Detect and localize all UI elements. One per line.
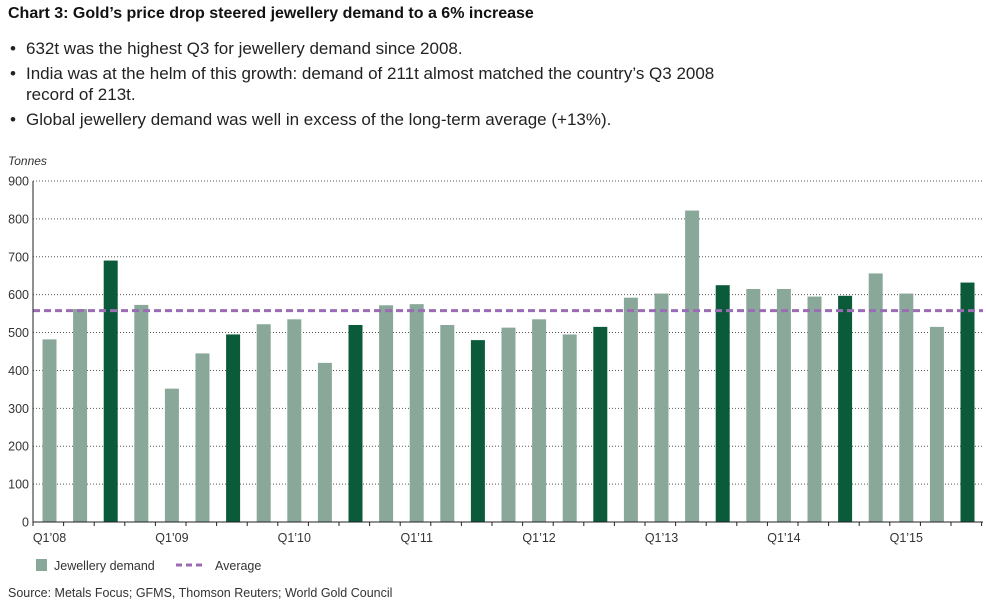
bullet-item: 632t was the highest Q3 for jewellery de… xyxy=(10,38,726,59)
x-tick-label: Q1’12 xyxy=(522,531,555,545)
y-axis-label: Tonnes xyxy=(8,154,47,168)
bar xyxy=(226,334,241,522)
bar xyxy=(501,327,516,522)
bar xyxy=(899,293,914,522)
bar xyxy=(807,296,822,522)
y-tick-label: 400 xyxy=(8,364,29,378)
x-tick-label: Q1’11 xyxy=(400,531,432,545)
bar xyxy=(746,288,761,522)
bar xyxy=(317,362,332,522)
bars xyxy=(33,210,983,522)
y-tick-label: 100 xyxy=(8,478,29,492)
bullet-item: India was at the helm of this growth: de… xyxy=(10,63,726,105)
x-tick-label: Q1’08 xyxy=(33,531,66,545)
bar xyxy=(256,324,271,522)
chart-title: Chart 3: Gold’s price drop steered jewel… xyxy=(8,5,534,22)
bar xyxy=(134,304,149,522)
bar xyxy=(470,340,485,522)
x-tick-label: Q1’10 xyxy=(278,531,311,545)
axes xyxy=(32,181,983,523)
bar xyxy=(562,334,577,522)
x-tick-label: Q1’13 xyxy=(645,531,678,545)
y-tick-label: 900 xyxy=(8,175,29,189)
x-axis-ticks: Q1’08 Q1’09 Q1’10 Q1’11 Q1’12 Q1’13 Q1’14 Q1’15 xyxy=(32,522,983,545)
bar xyxy=(929,326,944,522)
bar xyxy=(409,304,424,522)
bar xyxy=(715,285,730,522)
legend-label-average: Average xyxy=(215,559,261,573)
y-tick-label: 200 xyxy=(8,440,29,454)
y-axis-ticks: 0 100 200 300 400 500 600 700 800 900 xyxy=(8,175,29,530)
bar xyxy=(73,309,88,522)
bar xyxy=(654,293,669,522)
y-tick-label: 0 xyxy=(22,516,29,530)
bar xyxy=(623,297,638,522)
bar xyxy=(868,273,883,522)
y-tick-label: 800 xyxy=(8,212,29,226)
bullet-item: Global jewellery demand was well in exce… xyxy=(10,109,726,130)
bar xyxy=(42,339,57,522)
x-tick-label: Q1’09 xyxy=(155,531,188,545)
bar xyxy=(440,324,455,522)
bar xyxy=(593,326,608,522)
source-note: Source: Metals Focus; GFMS, Thomson Reut… xyxy=(8,586,393,600)
bar xyxy=(103,260,118,522)
bar xyxy=(379,305,394,522)
y-tick-label: 600 xyxy=(8,288,29,302)
legend-swatch-jewellery-demand xyxy=(36,559,47,571)
bar xyxy=(532,319,547,522)
bar xyxy=(838,295,853,522)
x-tick-label: Q1’15 xyxy=(890,531,923,545)
y-tick-label: 500 xyxy=(8,326,29,340)
bar xyxy=(348,324,363,522)
bar xyxy=(164,388,179,522)
x-tick-label: Q1’14 xyxy=(767,531,800,545)
bar xyxy=(287,319,302,522)
y-tick-label: 300 xyxy=(8,402,29,416)
y-tick-label: 700 xyxy=(8,250,29,264)
bar xyxy=(960,282,975,522)
bar xyxy=(195,353,210,522)
bar xyxy=(776,288,791,522)
bullet-list: 632t was the highest Q3 for jewellery de… xyxy=(10,38,726,134)
bar xyxy=(685,210,700,522)
legend: Jewellery demand Average xyxy=(36,559,261,573)
legend-label-jewellery-demand: Jewellery demand xyxy=(54,559,155,573)
